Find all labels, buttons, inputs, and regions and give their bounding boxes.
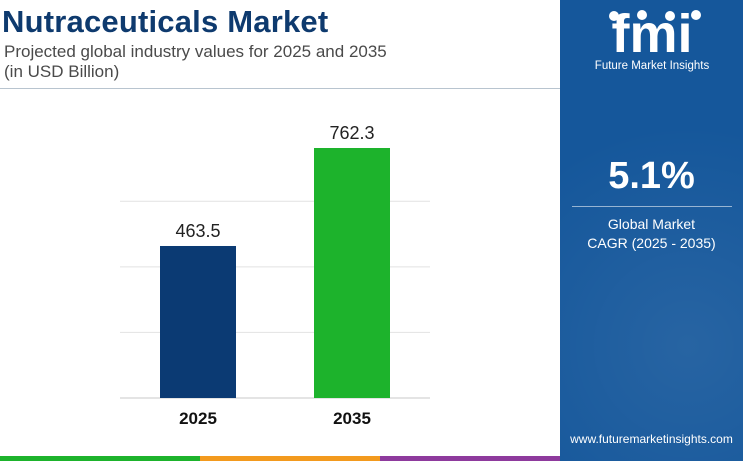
panel-texture bbox=[560, 0, 743, 461]
chart-unit-label: (in USD Billion) bbox=[4, 62, 120, 81]
footer-stripe-purple bbox=[380, 456, 560, 461]
category-label-2025: 2025 bbox=[179, 409, 217, 428]
data-label-2035: 762.3 bbox=[329, 123, 374, 143]
data-label-2025: 463.5 bbox=[175, 221, 220, 241]
cagr-side-panel: fmi Future Market Insights 5.1% Global M… bbox=[560, 0, 743, 461]
bar-2035 bbox=[314, 148, 390, 398]
cagr-label-line1: Global Market bbox=[607, 216, 696, 232]
fmi-logo-icon: fmi bbox=[609, 4, 701, 64]
logo-letters: fmi bbox=[612, 8, 693, 60]
page-title: Nutraceuticals Market bbox=[2, 4, 329, 39]
header-divider bbox=[0, 88, 560, 89]
cagr-divider bbox=[572, 206, 732, 207]
cagr-label-line2: CAGR (2025 - 2035) bbox=[587, 235, 716, 251]
cagr-value: 5.1% bbox=[608, 155, 695, 197]
website-link[interactable]: www.futuremarketinsights.com bbox=[570, 432, 733, 446]
fmi-logo: fmi Future Market Insights bbox=[584, 4, 720, 78]
category-label-2035: 2035 bbox=[333, 409, 371, 428]
bar-chart: 463.5 2025 762.3 2035 bbox=[120, 123, 430, 428]
footer-stripe-green bbox=[0, 456, 200, 461]
logo-company-name: Future Market Insights bbox=[594, 60, 710, 72]
footer-stripe-orange bbox=[200, 456, 380, 461]
bar-2025 bbox=[160, 245, 236, 398]
chart-subtitle: Projected global industry values for 202… bbox=[4, 42, 387, 61]
